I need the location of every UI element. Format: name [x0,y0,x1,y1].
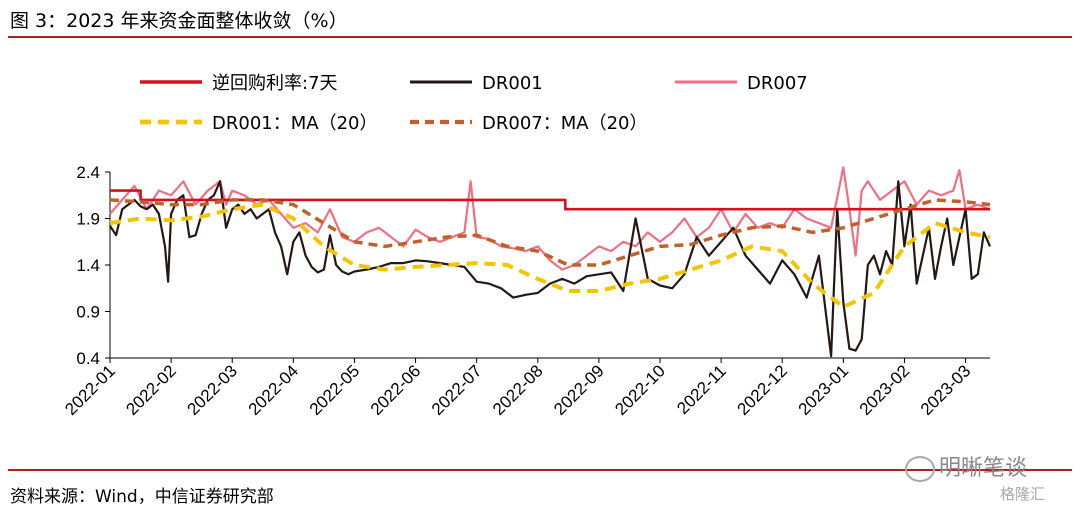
figure-title: 图 3：2023 年来资金面整体收敛（%） [10,10,348,32]
x-tick-label: 2022-10 [611,361,669,419]
x-tick-label: 2022-06 [367,361,425,419]
legend-label-3: DR001：MA（20） [212,113,377,134]
x-tick-label: 2022-05 [306,361,364,419]
y-tick-label: 1.9 [76,210,100,229]
x-tick-label: 2022-08 [489,361,547,419]
x-tick-label: 2022-12 [733,361,791,419]
top-divider [8,36,1072,38]
source-note: 资料来源：Wind，中信证券研究部 [10,487,274,507]
legend-label-1: DR001 [482,73,543,94]
legend-label-2: DR007 [747,73,808,94]
series-line-0 [110,189,990,211]
watermark: 明晰笔谈 [905,450,1027,482]
bottom-divider [8,469,1072,471]
x-tick-label: 2023-03 [917,361,975,419]
x-tick-label: 2022-03 [183,361,241,419]
x-tick-label: 2023-02 [856,361,914,419]
x-tick-label: 2022-04 [245,361,303,419]
legend-label-4: DR007：MA（20） [482,113,647,134]
x-tick-label: 2022-07 [428,361,486,419]
watermark-logo: 格隆汇 [1000,485,1046,503]
series-line-1 [109,180,992,358]
series-line-2 [109,166,991,271]
series-line-3 [109,202,991,309]
x-tick-label: 2022-01 [61,361,119,419]
wechat-icon [905,456,935,482]
x-tick-label: 2022-11 [673,361,730,418]
x-tick-label: 2022-09 [550,361,608,419]
x-tick-label: 2022-02 [122,361,180,419]
y-tick-label: 2.4 [76,163,100,182]
watermark-text: 明晰笔谈 [939,456,1028,481]
y-tick-label: 1.4 [76,256,100,275]
x-tick-label: 2023-01 [795,361,853,419]
legend-label-0: 逆回购利率:7天 [212,73,338,94]
y-tick-label: 0.4 [76,349,100,368]
y-tick-label: 0.9 [76,303,100,322]
